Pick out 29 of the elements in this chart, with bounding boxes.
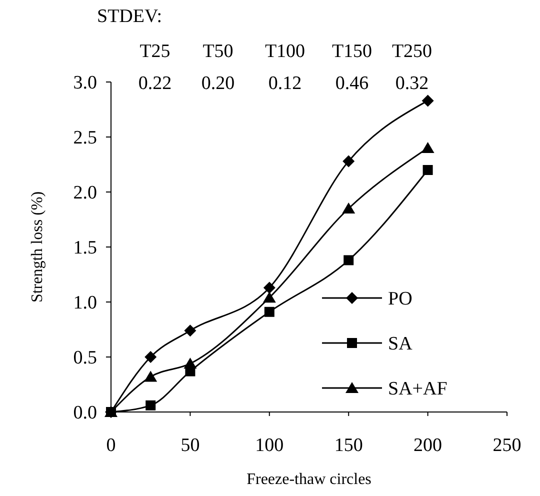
text: T150	[332, 41, 372, 62]
annotation: 0.22	[138, 73, 172, 94]
annotation: 0.46	[335, 73, 369, 94]
x-tick-label: 200	[414, 435, 442, 456]
text: STDEV:	[97, 6, 162, 27]
x-tick-label: 150	[334, 435, 363, 456]
legend-label: SA	[388, 334, 413, 355]
y-tick-label: 2.5	[73, 128, 97, 149]
text: T50	[202, 41, 234, 62]
y-tick-label: 3.0	[73, 72, 97, 94]
y-tick-label: 0.0	[73, 402, 97, 424]
x-tick-label: 250	[492, 435, 522, 456]
text: T25	[140, 41, 170, 62]
y-tick-label: 1.0	[73, 292, 97, 314]
x-tick-label: 50	[180, 435, 200, 456]
text: T100	[264, 41, 306, 62]
y-tick-label: 1.5	[73, 238, 97, 259]
x-tick-label: 0	[106, 435, 116, 456]
annotation: 0.12	[268, 73, 302, 94]
legend-label: PO	[388, 288, 412, 310]
y-axis-title: Strength loss (%)	[29, 191, 46, 303]
annotation: 0.20	[201, 73, 235, 94]
annotation: 0.32	[395, 73, 429, 94]
y-tick-label: 2.0	[73, 182, 97, 204]
x-axis-title: Freeze-thaw circles	[246, 471, 372, 488]
x-tick-label: 100	[255, 435, 284, 456]
legend-label: SA+AF	[388, 378, 448, 400]
y-tick-label: 0.5	[73, 348, 97, 369]
text: T250	[392, 41, 432, 62]
